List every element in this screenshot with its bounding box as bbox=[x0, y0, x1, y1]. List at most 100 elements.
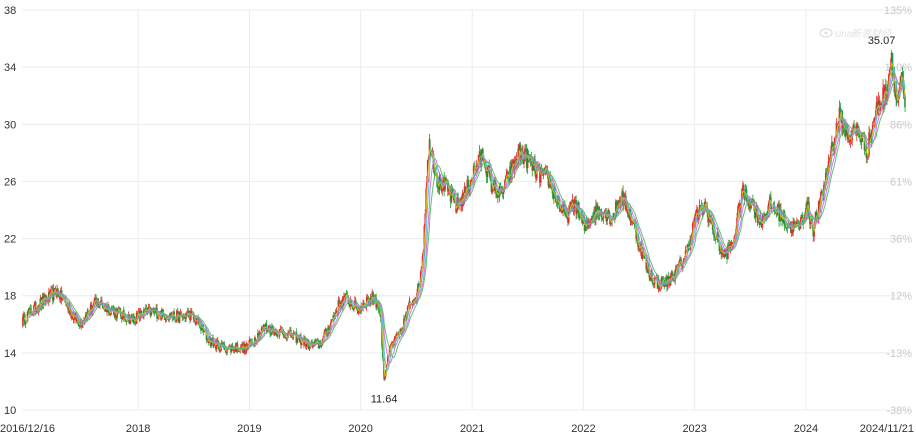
candle-body bbox=[681, 263, 683, 267]
candle-body bbox=[583, 221, 586, 231]
candle-body bbox=[190, 311, 193, 313]
candle-body bbox=[331, 319, 333, 322]
candle-body bbox=[687, 244, 690, 248]
candle-body bbox=[721, 252, 723, 255]
candle-body bbox=[192, 312, 195, 320]
candle-body bbox=[496, 194, 498, 198]
candle-body bbox=[404, 318, 406, 321]
ma-line-longest bbox=[33, 80, 906, 359]
candle-body bbox=[509, 166, 511, 183]
candle-body bbox=[753, 205, 756, 218]
candle-body bbox=[173, 311, 175, 319]
y2-tick-label: 61% bbox=[890, 176, 912, 188]
candle-body bbox=[65, 303, 67, 306]
candle-body bbox=[554, 198, 557, 202]
candle-body bbox=[511, 160, 514, 164]
candle-body bbox=[335, 311, 338, 314]
candle-body bbox=[43, 294, 46, 296]
candle-body bbox=[831, 142, 834, 150]
candle-body bbox=[29, 308, 32, 310]
candle-body bbox=[445, 178, 447, 182]
candle-body bbox=[257, 333, 259, 340]
candle-body bbox=[382, 346, 384, 358]
candle-body bbox=[78, 326, 81, 327]
candle-body bbox=[800, 214, 803, 221]
candle-body bbox=[574, 200, 577, 203]
candle-body bbox=[260, 328, 263, 333]
candle-body bbox=[738, 203, 740, 207]
candle-body bbox=[627, 214, 630, 218]
candle-body bbox=[698, 205, 701, 215]
candle-body bbox=[643, 255, 646, 257]
candle-body bbox=[812, 228, 815, 237]
candle-body bbox=[699, 205, 702, 206]
candle-body bbox=[123, 317, 126, 318]
candle-body bbox=[885, 86, 887, 101]
candle-body bbox=[762, 216, 765, 219]
extreme-value-labels: 35.07 11.64 bbox=[371, 35, 896, 406]
candle-body bbox=[136, 312, 139, 316]
candle-body bbox=[330, 321, 332, 326]
candle-body bbox=[466, 179, 469, 193]
candle-body bbox=[440, 182, 443, 192]
candle-body bbox=[656, 277, 659, 289]
candle-body bbox=[778, 204, 780, 222]
candle-body bbox=[357, 309, 360, 314]
candle-body bbox=[844, 126, 846, 137]
candle-body bbox=[686, 244, 689, 250]
candle-body bbox=[420, 266, 423, 272]
candle-body bbox=[781, 215, 783, 221]
candle-body bbox=[853, 125, 855, 130]
candle-body bbox=[333, 315, 336, 316]
candle-body bbox=[288, 332, 290, 333]
candle-body bbox=[653, 277, 656, 284]
candle-body bbox=[697, 214, 700, 220]
candle-body bbox=[447, 180, 449, 192]
y2-tick-label: -38% bbox=[886, 405, 912, 417]
candle-body bbox=[34, 302, 36, 306]
candle-body bbox=[813, 227, 815, 237]
candle-body bbox=[649, 277, 651, 281]
candle-body bbox=[573, 202, 576, 212]
candle-body bbox=[125, 321, 128, 323]
candle-body bbox=[625, 202, 628, 211]
candle-body bbox=[882, 87, 884, 107]
candle-body bbox=[702, 211, 705, 215]
candle-body bbox=[187, 311, 189, 314]
candle-body bbox=[555, 201, 558, 204]
candle-body bbox=[90, 304, 93, 313]
candle-body bbox=[471, 179, 473, 181]
candle-body bbox=[742, 184, 744, 196]
candle-body bbox=[586, 224, 589, 228]
candle-body bbox=[584, 220, 587, 231]
candle-body bbox=[249, 339, 252, 343]
candle-body bbox=[450, 189, 453, 202]
candle-body bbox=[163, 313, 166, 320]
candle-body bbox=[743, 193, 746, 201]
candle-body bbox=[529, 158, 532, 161]
candle-body bbox=[714, 238, 717, 240]
candle-body bbox=[793, 221, 795, 229]
candle-body bbox=[322, 335, 325, 339]
candle-body bbox=[258, 334, 261, 340]
candle-body bbox=[629, 216, 632, 222]
candle-body bbox=[718, 242, 721, 252]
candle-body bbox=[409, 304, 412, 306]
y2-tick-label: 12% bbox=[890, 291, 912, 303]
candle-body bbox=[101, 304, 104, 309]
x-tick-label: 2022 bbox=[571, 423, 595, 435]
candle-body bbox=[412, 299, 415, 302]
candle-body bbox=[901, 72, 904, 80]
candle-body bbox=[827, 161, 830, 171]
candle-body bbox=[809, 217, 811, 224]
candle-body bbox=[482, 159, 485, 162]
y2-tick-label: -13% bbox=[886, 348, 912, 360]
candle-body bbox=[433, 169, 436, 174]
candle-body bbox=[22, 316, 24, 327]
candle-body bbox=[486, 166, 489, 177]
candle-body bbox=[578, 214, 581, 218]
candle-body bbox=[418, 284, 420, 287]
candle-body bbox=[636, 235, 638, 240]
candle-body bbox=[425, 182, 428, 189]
candle-body bbox=[352, 306, 354, 310]
